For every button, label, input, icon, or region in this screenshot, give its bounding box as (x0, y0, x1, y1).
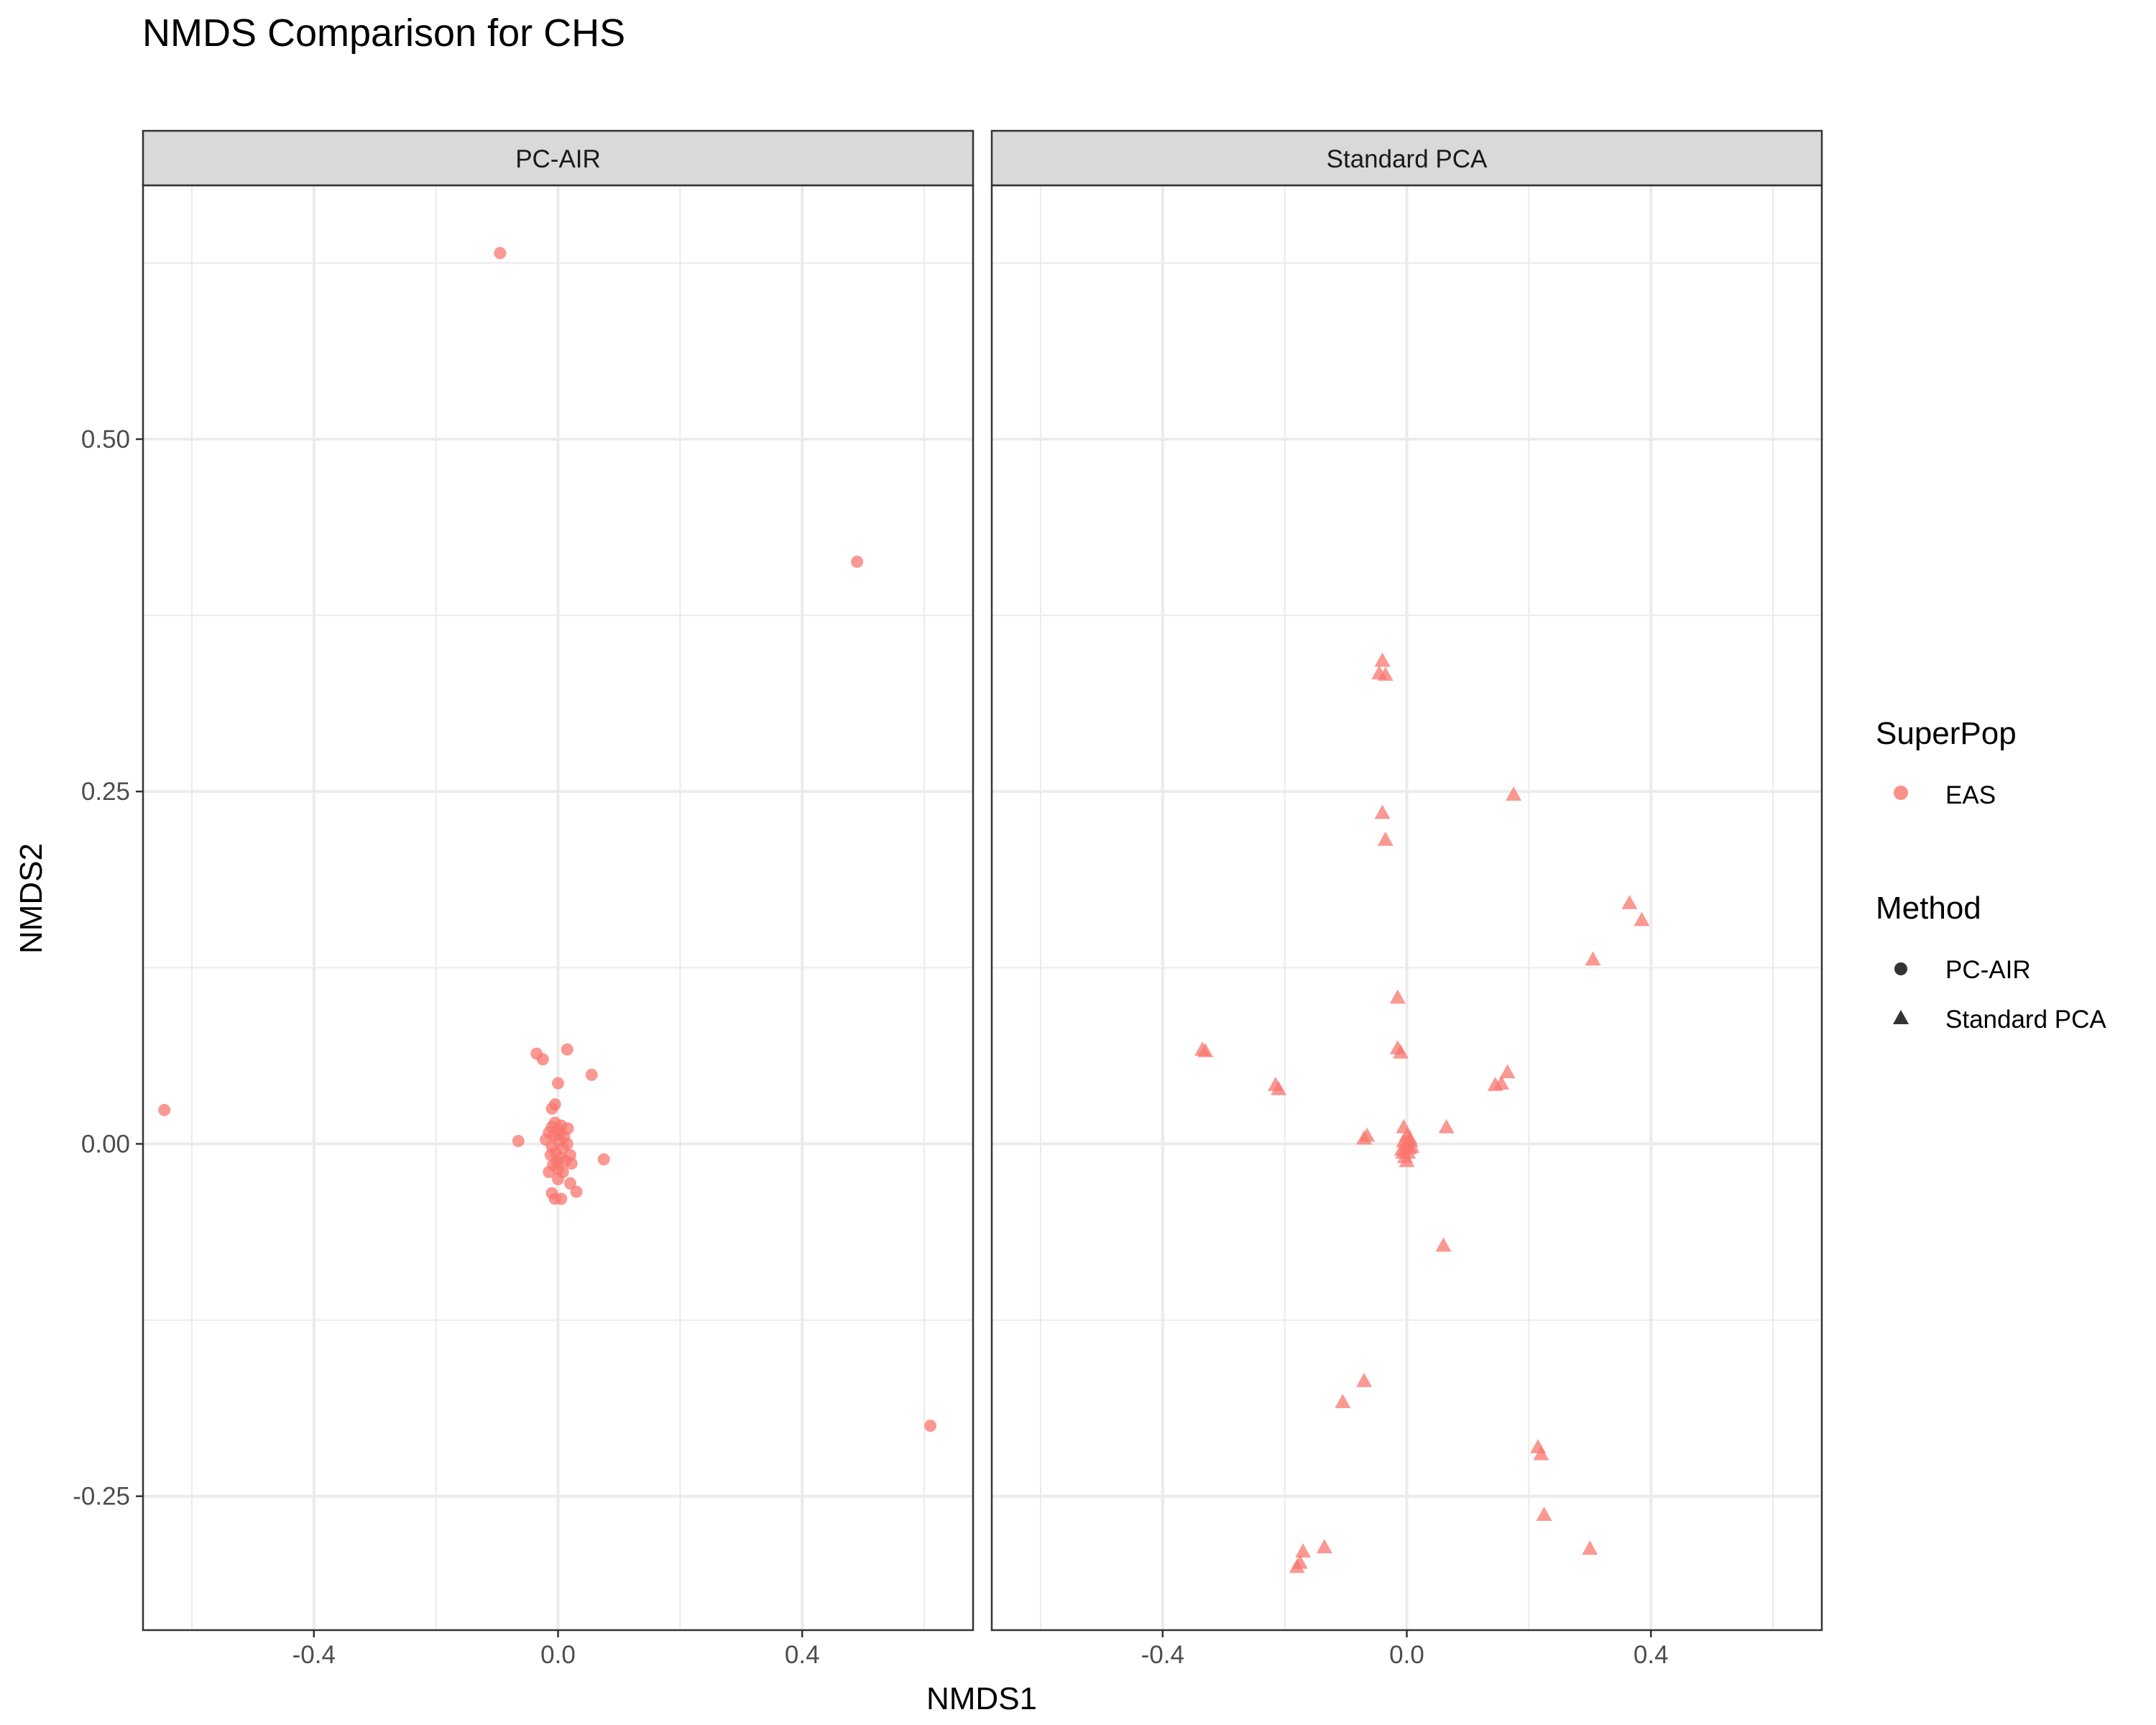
data-point (1499, 1064, 1516, 1079)
data-point (536, 1053, 549, 1066)
data-point (1295, 1543, 1312, 1558)
data-point (1356, 1130, 1373, 1145)
x-tick-label: 0.0 (1389, 1641, 1424, 1669)
legend-label-pc-air: PC-AIR (1945, 956, 2031, 984)
legend-key-standard-pca (1893, 1010, 1909, 1024)
legend-label-eas: EAS (1945, 781, 1996, 809)
data-point (1271, 1080, 1287, 1095)
data-point (1506, 786, 1522, 801)
data-point (1335, 1394, 1351, 1409)
data-point (561, 1043, 573, 1056)
data-point (1356, 1372, 1373, 1387)
legend-key-eas (1894, 786, 1908, 800)
data-point (565, 1157, 578, 1170)
panel-strip (142, 129, 975, 187)
data-point (1621, 895, 1638, 909)
data-point (1374, 804, 1391, 819)
facet-panels: PC-AIR -0.4 0.0 0.4 -0.25 0.00 0.25 0.50 Standar… (73, 129, 1823, 1669)
data-point (550, 1156, 563, 1169)
y-tick-label: 0.25 (81, 778, 130, 806)
data-point (563, 1177, 576, 1190)
data-point (1377, 666, 1393, 681)
legend-label-standard-pca: Standard PCA (1945, 1006, 2106, 1034)
data-point (556, 1166, 569, 1179)
data-point (1634, 911, 1650, 926)
data-point (548, 1098, 561, 1111)
x-tick-label: 0.4 (1634, 1641, 1669, 1669)
data-point (1316, 1539, 1332, 1554)
data-point (543, 1166, 556, 1179)
data-point (1389, 989, 1406, 1004)
y-tick-label: 0.50 (81, 426, 130, 454)
x-tick-label: -0.4 (1141, 1641, 1184, 1669)
data-point (1582, 1540, 1598, 1555)
data-point (561, 1122, 574, 1135)
panel-strip (990, 129, 1823, 187)
data-point (555, 1192, 568, 1205)
data-point (561, 1137, 573, 1150)
y-tick-label: -0.25 (73, 1483, 130, 1511)
data-point (1289, 1558, 1305, 1573)
x-axis-title: NMDS1 (926, 1681, 1037, 1716)
legend-shape-title: Method (1876, 891, 1981, 926)
data-point (597, 1153, 610, 1166)
y-axis-title: NMDS2 (14, 843, 49, 954)
x-tick-label: 0.0 (540, 1641, 576, 1669)
data-point (1533, 1445, 1549, 1460)
data-point (1395, 1144, 1411, 1159)
panel-strip-label: PC-AIR (515, 145, 601, 173)
data-point (1399, 1152, 1415, 1167)
legend-key-pc-air (1894, 962, 1907, 975)
data-point (1402, 1133, 1419, 1148)
data-point (512, 1135, 525, 1148)
panel-strip-label: Standard PCA (1327, 145, 1488, 173)
chart-title: NMDS Comparison for CHS (142, 12, 625, 55)
data-point (585, 1068, 598, 1081)
data-point (1374, 652, 1391, 667)
data-point (1585, 951, 1601, 966)
data-point (1197, 1043, 1214, 1057)
data-point (1393, 1044, 1409, 1059)
panel-1: PC-AIR -0.4 0.0 0.4 -0.25 0.00 0.25 0.50 (73, 129, 975, 1669)
panel-2: Standard PCA -0.4 0.0 0.4 (990, 129, 1823, 1669)
data-point (1536, 1506, 1552, 1521)
x-tick-label: 0.4 (785, 1641, 820, 1669)
data-point (1438, 1118, 1455, 1133)
data-point (158, 1103, 171, 1116)
legend-color-title: SuperPop (1876, 716, 2017, 751)
data-point (1377, 831, 1393, 846)
data-point (494, 247, 507, 259)
data-point (570, 1185, 583, 1198)
y-tick-label: 0.00 (81, 1130, 130, 1158)
x-tick-label: -0.4 (292, 1641, 336, 1669)
legend: SuperPop EAS Method PC-AIR Standard PCA (1876, 716, 2106, 1034)
data-point (924, 1420, 937, 1432)
data-point (552, 1077, 564, 1090)
data-point (1435, 1237, 1452, 1252)
data-point (1493, 1075, 1510, 1090)
data-point (851, 556, 864, 569)
